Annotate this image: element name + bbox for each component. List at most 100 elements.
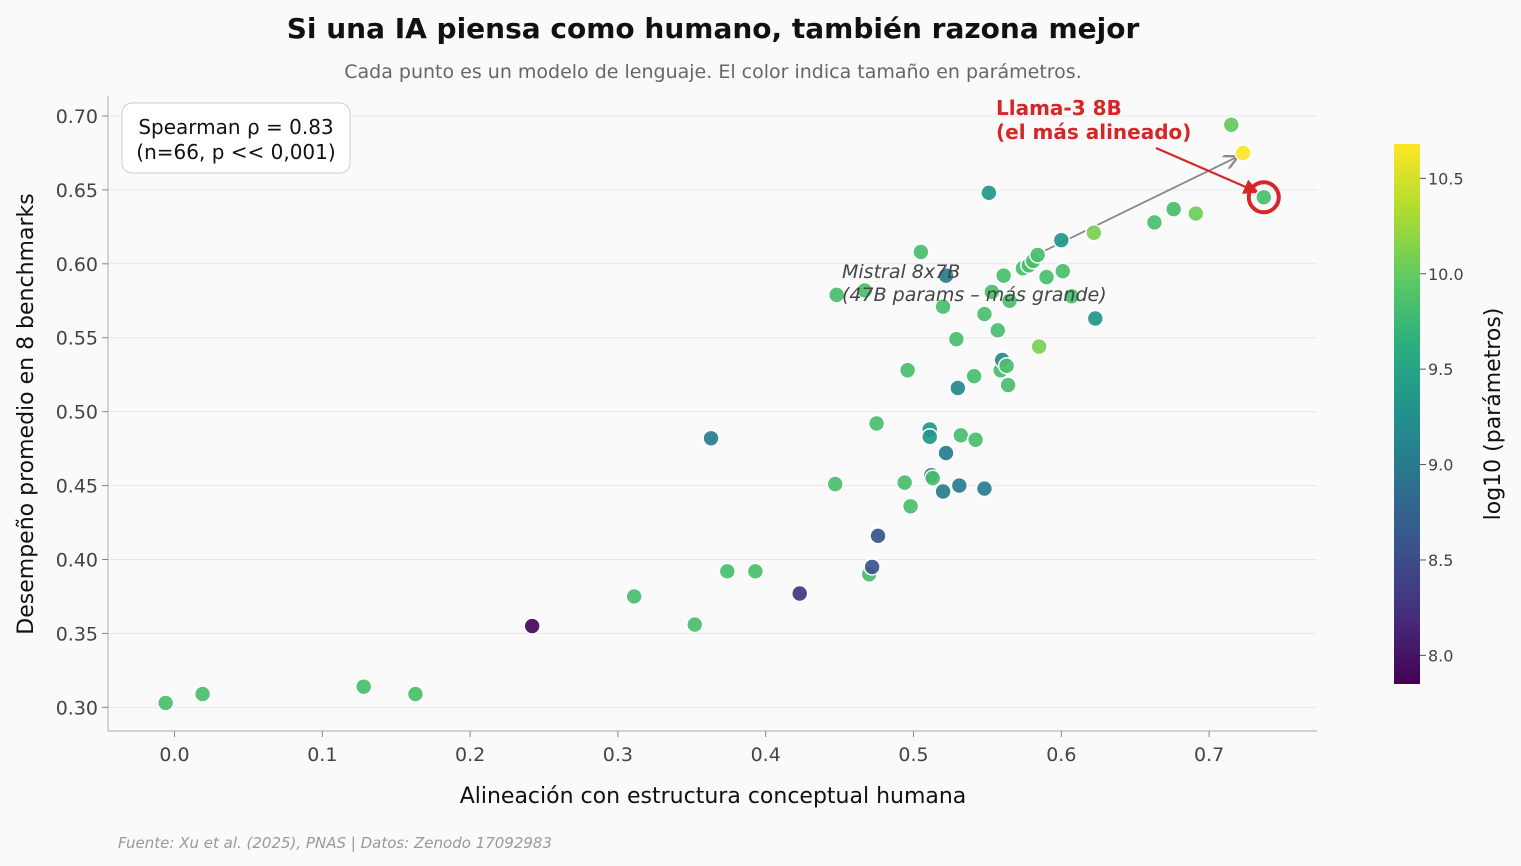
scatter-point	[937, 444, 955, 462]
annotation-arrows	[1039, 146, 1260, 254]
scatter-point	[923, 469, 942, 487]
colorbar-tick-label: 10.0	[1428, 265, 1464, 284]
scatter-point	[997, 357, 1016, 375]
scatter-point	[934, 482, 952, 501]
y-tick-label: 0.35	[56, 623, 98, 645]
scatter-point	[947, 330, 966, 349]
source-note: Fuente: Xu et al. (2025), PNAS | Datos: …	[118, 834, 552, 852]
y-tick-label: 0.65	[56, 180, 98, 202]
scatter-point	[702, 429, 720, 448]
colorbar: 8.0 8.5 9.0 9.5 10.0 10.5 log10 (parámetros)	[1394, 144, 1506, 684]
scatter-point	[1164, 200, 1183, 218]
highlight-arrow	[1155, 146, 1260, 194]
x-tick-label: 0.2	[455, 744, 485, 766]
scatter-point	[952, 426, 970, 445]
scatter-point	[1053, 262, 1072, 280]
scatter-point	[901, 497, 920, 516]
chart-subtitle: Cada punto es un modelo de lenguaje. El …	[344, 61, 1082, 83]
data-points	[156, 116, 1281, 712]
colorbar-tick-label: 9.5	[1428, 360, 1453, 379]
scatter-point	[1254, 188, 1273, 207]
y-tick-label: 0.55	[56, 328, 98, 350]
scatter-point	[975, 479, 994, 498]
y-tick-label: 0.50	[56, 402, 98, 424]
scatter-point	[1000, 291, 1019, 310]
highlight-model-note: (el más alineado)	[996, 120, 1191, 144]
y-tick-label: 0.60	[56, 254, 98, 276]
stats-box: Spearman ρ = 0.83 (n=66, p << 0,001)	[121, 102, 351, 174]
colorbar-tick-label: 10.5	[1428, 169, 1464, 188]
scatter-point	[898, 361, 917, 380]
x-tick-label: 0.0	[159, 744, 189, 766]
x-axis-label: Alineación con estructura conceptual hum…	[460, 784, 967, 809]
colorbar-label: log10 (parámetros)	[1481, 308, 1506, 521]
scatter-point	[980, 184, 998, 202]
scatter-point	[193, 685, 212, 703]
scatter-point	[826, 475, 844, 493]
scatter-point	[912, 243, 930, 261]
scatter-point	[983, 283, 1001, 301]
grid-lines	[108, 115, 1317, 708]
scatter-point	[1222, 116, 1241, 134]
y-tick-label: 0.40	[56, 549, 98, 571]
scatter-point	[949, 379, 967, 397]
chart-title: Si una IA piensa como humano, también ra…	[287, 12, 1140, 45]
scatter-point	[1145, 213, 1164, 232]
colorbar-tick-label: 9.0	[1428, 456, 1453, 475]
axes	[107, 96, 1317, 732]
scatter-point	[867, 414, 886, 433]
scatter-point	[950, 476, 969, 495]
colorbar-gradient	[1394, 144, 1420, 684]
scatter-point	[1052, 231, 1071, 249]
y-axis-label: Desempeño promedio en 8 benchmarks	[14, 193, 39, 634]
scatter-point	[920, 427, 939, 446]
scatter-point	[354, 677, 373, 696]
y-tick-label: 0.70	[56, 106, 98, 128]
scatter-point	[1086, 309, 1105, 328]
x-tick-label: 0.6	[1046, 744, 1076, 766]
scatter-point	[718, 562, 737, 581]
scatter-point	[863, 558, 881, 576]
scatter-point	[790, 584, 809, 603]
scatter-point	[869, 527, 887, 545]
scatter-point	[625, 587, 643, 606]
highlight-model-label: Llama-3 8B	[996, 96, 1122, 120]
scatter-point	[685, 615, 704, 634]
colorbar-tick-label: 8.0	[1428, 646, 1453, 665]
x-tick-label: 0.5	[898, 744, 928, 766]
scatter-point	[999, 376, 1017, 394]
scatter-point	[1028, 246, 1047, 264]
stats-sample-info: (n=66, p << 0,001)	[136, 140, 335, 164]
scatter-point	[988, 321, 1007, 340]
stats-correlation: Spearman ρ = 0.83	[138, 115, 333, 139]
scatter-point	[975, 305, 994, 323]
colorbar-tick-label: 8.5	[1428, 551, 1453, 570]
scatter-point	[1037, 268, 1056, 286]
colorbar-ticks: 8.0 8.5 9.0 9.5 10.0 10.5	[1420, 169, 1464, 665]
x-tick-label: 0.7	[1194, 744, 1224, 766]
scatter-point	[994, 266, 1013, 285]
y-tick-label: 0.45	[56, 476, 98, 498]
scatter-point	[1062, 287, 1081, 306]
y-tick-label: 0.30	[56, 697, 98, 719]
largest-model-label: Mistral 8x7B	[842, 261, 960, 283]
scatter-point	[523, 617, 541, 635]
scatter-point	[156, 694, 175, 712]
scatter-point	[1085, 223, 1103, 242]
scatter-point	[827, 286, 846, 304]
x-tick-label: 0.1	[307, 744, 337, 766]
scatter-point	[895, 473, 914, 492]
scatter-point	[855, 281, 874, 300]
scatter-point	[937, 266, 955, 285]
y-tick-labels: 0.30 0.35 0.40 0.45 0.50 0.55 0.60 0.65 0.70	[56, 106, 108, 719]
x-tick-label: 0.4	[751, 744, 781, 766]
largest-model-arrow	[1039, 157, 1237, 254]
annotation-layer: Mistral 8x7B (47B params – más grande) L…	[842, 96, 1191, 306]
scatter-point	[1030, 337, 1048, 356]
x-tick-label: 0.3	[603, 744, 633, 766]
scatter-point	[746, 562, 765, 581]
scatter-point	[406, 685, 425, 703]
largest-model-note: (47B params – más grande)	[842, 284, 1107, 306]
scatter-point	[966, 430, 985, 449]
